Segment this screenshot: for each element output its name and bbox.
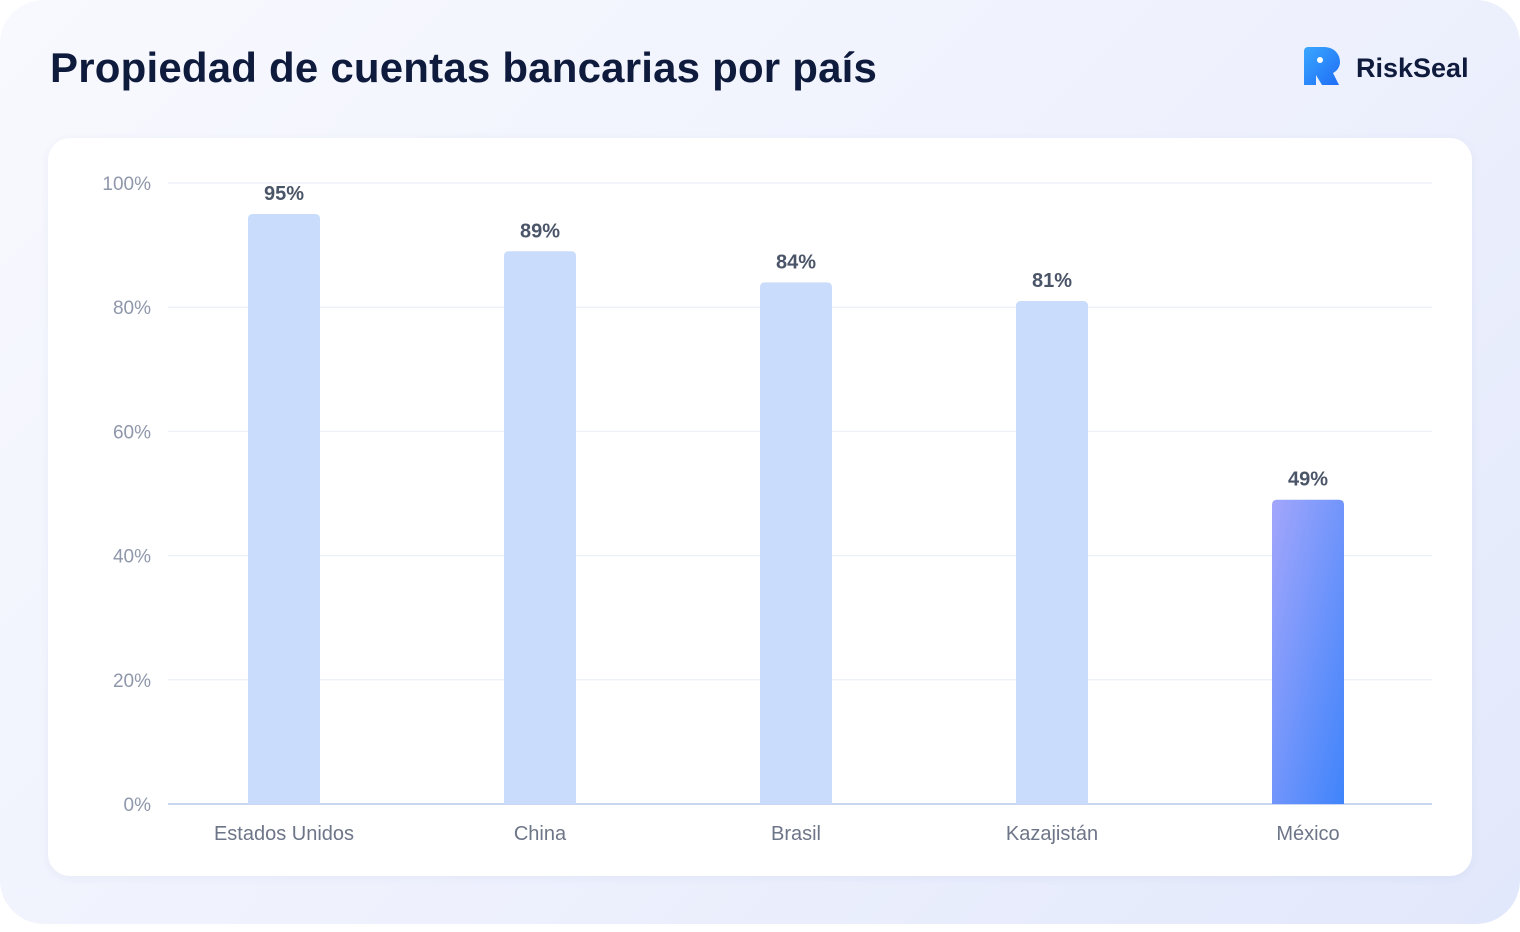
- value-label: 84%: [776, 251, 816, 273]
- brand-name: RiskSeal: [1356, 52, 1469, 83]
- x-tick-label: Brasil: [771, 823, 821, 845]
- value-labels: 95% 89% 84% 81% 49%: [264, 183, 1328, 491]
- bar-kazajistán: [1016, 300, 1088, 804]
- y-tick-label: 100%: [102, 174, 151, 195]
- bar-estados-unidos: [248, 214, 320, 805]
- value-label: 81%: [1032, 270, 1072, 292]
- x-axis: Estados Unidos China Brasil Kazajistán Méxic…: [214, 823, 1340, 845]
- y-tick-label: 0%: [124, 795, 152, 816]
- value-label: 49%: [1288, 469, 1328, 491]
- value-label: 95%: [264, 183, 304, 205]
- bars: [248, 214, 1344, 805]
- brand-logo: RiskSeal: [1302, 45, 1469, 92]
- y-tick-label: 80%: [113, 298, 151, 319]
- riskseal-logo-icon: [1302, 45, 1342, 92]
- y-tick-label: 40%: [113, 547, 151, 568]
- bar-china: [504, 251, 576, 804]
- x-tick-label: Kazajistán: [1006, 823, 1098, 845]
- bar-brasil: [760, 282, 832, 804]
- y-tick-label: 60%: [113, 422, 151, 443]
- x-tick-label: México: [1276, 823, 1339, 845]
- bar-méxico: [1272, 499, 1344, 804]
- x-tick-label: Estados Unidos: [214, 823, 354, 845]
- y-axis: 0% 20% 40% 60% 80% 100%: [102, 174, 151, 816]
- bar-chart: 0% 20% 40% 60% 80% 100% 95% 89% 84% 81% 49% Estad…: [102, 174, 1432, 845]
- x-tick-label: China: [514, 823, 567, 845]
- page-title: Propiedad de cuentas bancarias por país: [50, 44, 878, 91]
- y-tick-label: 20%: [113, 671, 151, 692]
- value-label: 89%: [520, 220, 560, 242]
- chart-card: 0% 20% 40% 60% 80% 100% 95% 89% 84% 81% 49% Estad…: [48, 138, 1472, 876]
